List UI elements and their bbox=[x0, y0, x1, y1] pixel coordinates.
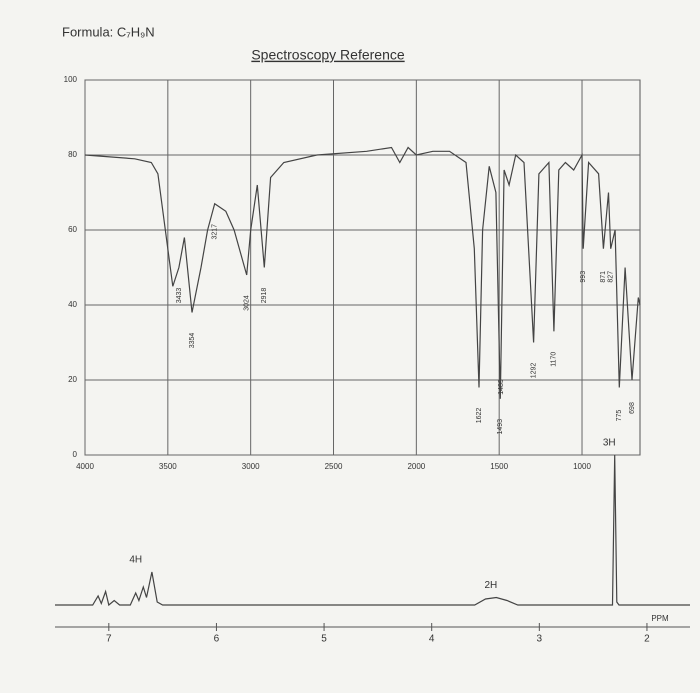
x-tick-label: 4000 bbox=[76, 462, 94, 471]
integration-label: 2H bbox=[484, 580, 497, 591]
peak-label: 698 bbox=[629, 402, 636, 414]
peak-label: 1622 bbox=[476, 408, 483, 424]
peak-label: 827 bbox=[608, 271, 615, 283]
peak-label: 993 bbox=[580, 271, 587, 283]
y-tick-label: 60 bbox=[68, 225, 77, 234]
peak-label: 1170 bbox=[551, 352, 558, 367]
peak-label: 3024 bbox=[244, 295, 251, 311]
peak-label: 3354 bbox=[189, 333, 196, 349]
x-tick-label: 3500 bbox=[159, 462, 177, 471]
x-tick-label: 6 bbox=[214, 634, 220, 645]
integration-label: 4H bbox=[129, 555, 142, 566]
integration-label: 3H bbox=[603, 438, 616, 449]
y-tick-label: 80 bbox=[68, 150, 77, 159]
y-tick-label: 40 bbox=[68, 300, 77, 309]
y-tick-label: 100 bbox=[64, 75, 78, 84]
peak-label: 775 bbox=[616, 410, 623, 422]
chart-title: Spectroscopy Reference bbox=[251, 47, 405, 63]
x-tick-label: 5 bbox=[321, 634, 327, 645]
x-tick-label: 3000 bbox=[242, 462, 260, 471]
peak-label: 2918 bbox=[261, 288, 268, 304]
x-tick-label: 3 bbox=[537, 634, 543, 645]
x-axis-label: PPM bbox=[651, 614, 669, 623]
y-tick-label: 20 bbox=[68, 375, 77, 384]
x-tick-label: 7 bbox=[106, 634, 112, 645]
x-tick-label: 2000 bbox=[407, 462, 425, 471]
x-tick-label: 2500 bbox=[325, 462, 343, 471]
x-tick-label: 2 bbox=[644, 634, 650, 645]
formula: Formula: C₇H₉N bbox=[62, 24, 155, 39]
peak-label: 871 bbox=[600, 271, 607, 283]
peak-label: 1493 bbox=[497, 419, 504, 435]
x-tick-label: 1500 bbox=[490, 462, 508, 471]
peak-label: 1489 bbox=[498, 379, 505, 395]
x-tick-label: 1000 bbox=[573, 462, 591, 471]
y-tick-label: 0 bbox=[73, 450, 78, 459]
peak-label: 3433 bbox=[176, 288, 183, 304]
peak-label: 3217 bbox=[212, 224, 219, 240]
spectrum-trace bbox=[84, 146, 641, 399]
spectrum-trace bbox=[55, 454, 690, 607]
peak-label: 1292 bbox=[530, 363, 537, 379]
x-tick-label: 4 bbox=[429, 634, 435, 645]
